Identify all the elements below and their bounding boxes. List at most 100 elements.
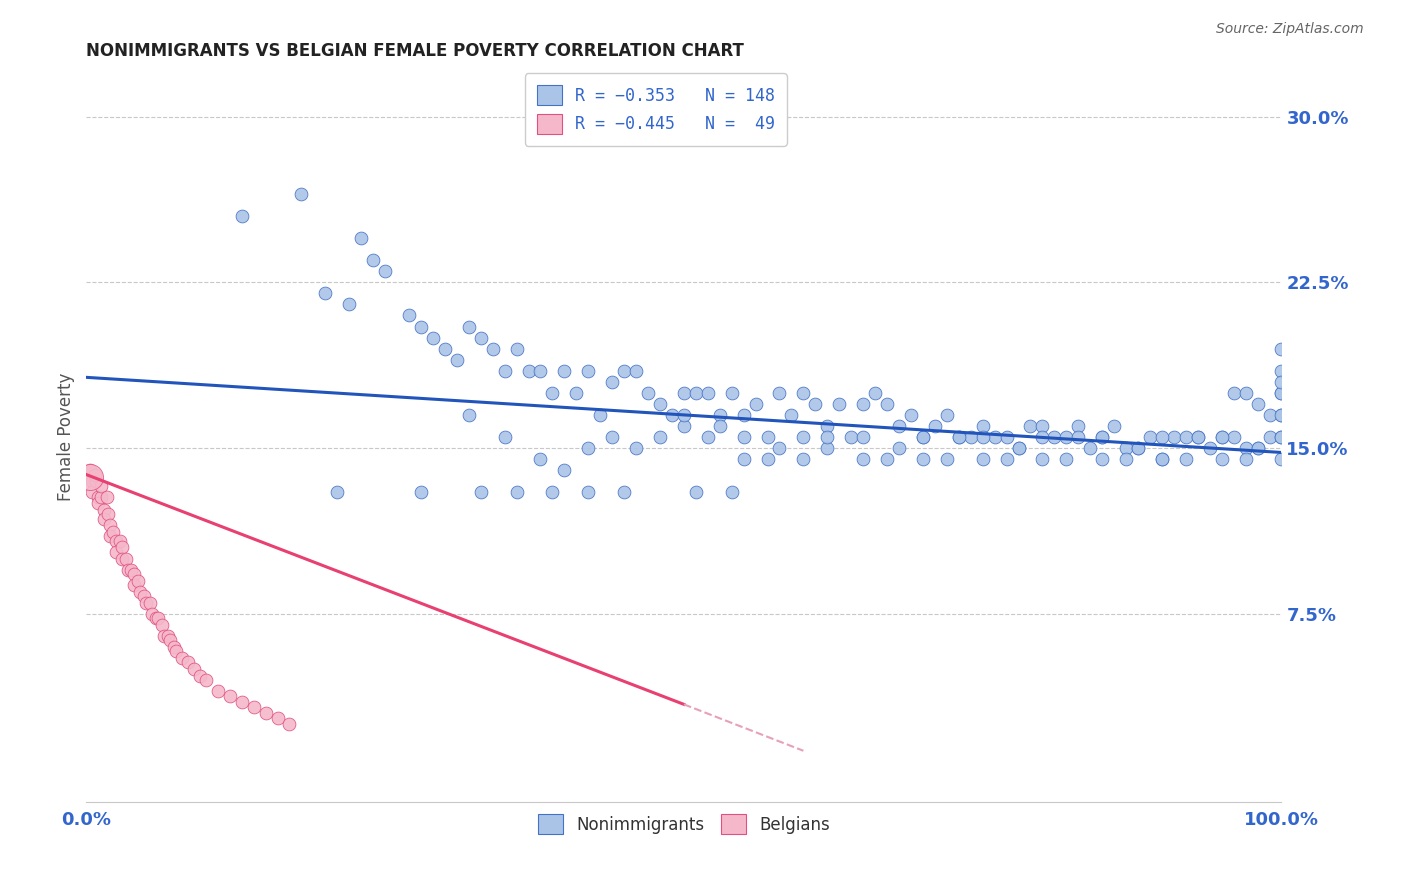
Point bbox=[1246, 441, 1268, 455]
Y-axis label: Female Poverty: Female Poverty bbox=[58, 373, 75, 501]
Point bbox=[138, 596, 160, 610]
Point bbox=[409, 319, 432, 334]
Point bbox=[82, 474, 104, 488]
Point bbox=[1234, 441, 1257, 455]
Point bbox=[96, 490, 118, 504]
Point bbox=[852, 430, 875, 444]
Point bbox=[278, 717, 301, 731]
Point bbox=[1187, 430, 1209, 444]
Point bbox=[1234, 385, 1257, 400]
Point bbox=[101, 524, 124, 539]
Point bbox=[1007, 441, 1029, 455]
Point bbox=[1115, 441, 1137, 455]
Point bbox=[804, 397, 827, 411]
Point bbox=[1054, 452, 1077, 467]
Point bbox=[815, 419, 838, 434]
Point bbox=[576, 364, 599, 378]
Point bbox=[177, 656, 200, 670]
Point bbox=[648, 430, 671, 444]
Point bbox=[613, 364, 636, 378]
Point bbox=[87, 490, 110, 504]
Point bbox=[529, 452, 551, 467]
Point bbox=[120, 563, 142, 577]
Point bbox=[326, 485, 349, 500]
Point bbox=[314, 286, 336, 301]
Point bbox=[337, 297, 360, 311]
Point bbox=[995, 452, 1018, 467]
Point bbox=[1270, 342, 1292, 356]
Point bbox=[1067, 430, 1090, 444]
Point bbox=[792, 452, 814, 467]
Point bbox=[1222, 430, 1244, 444]
Point bbox=[529, 364, 551, 378]
Point bbox=[756, 452, 779, 467]
Point bbox=[959, 430, 981, 444]
Point bbox=[162, 640, 184, 654]
Point bbox=[1031, 430, 1053, 444]
Point bbox=[613, 485, 636, 500]
Point bbox=[231, 695, 253, 709]
Point bbox=[494, 364, 516, 378]
Point bbox=[733, 408, 755, 422]
Point bbox=[79, 463, 101, 477]
Point bbox=[887, 419, 910, 434]
Point bbox=[685, 485, 707, 500]
Point bbox=[135, 596, 157, 610]
Point bbox=[815, 430, 838, 444]
Point bbox=[494, 430, 516, 444]
Point bbox=[1211, 430, 1233, 444]
Point bbox=[114, 551, 136, 566]
Point bbox=[576, 485, 599, 500]
Point bbox=[1174, 430, 1197, 444]
Point bbox=[744, 397, 766, 411]
Point bbox=[1270, 430, 1292, 444]
Point bbox=[876, 397, 898, 411]
Point bbox=[433, 342, 456, 356]
Point bbox=[446, 352, 468, 367]
Point bbox=[93, 503, 115, 517]
Point bbox=[1031, 452, 1053, 467]
Point bbox=[911, 430, 934, 444]
Point bbox=[948, 430, 970, 444]
Point bbox=[1270, 408, 1292, 422]
Point bbox=[1270, 430, 1292, 444]
Point bbox=[127, 574, 149, 588]
Point bbox=[153, 629, 176, 643]
Point bbox=[600, 430, 623, 444]
Point bbox=[1222, 385, 1244, 400]
Point bbox=[111, 541, 134, 555]
Point bbox=[90, 490, 112, 504]
Point bbox=[108, 533, 131, 548]
Point bbox=[1246, 397, 1268, 411]
Point bbox=[553, 364, 575, 378]
Point bbox=[93, 512, 115, 526]
Point bbox=[146, 611, 169, 625]
Text: Source: ZipAtlas.com: Source: ZipAtlas.com bbox=[1216, 22, 1364, 37]
Point bbox=[87, 496, 110, 510]
Point bbox=[1091, 452, 1114, 467]
Point bbox=[672, 385, 695, 400]
Point bbox=[672, 408, 695, 422]
Point bbox=[1078, 441, 1101, 455]
Point bbox=[637, 385, 659, 400]
Point bbox=[83, 467, 105, 482]
Point bbox=[1150, 452, 1173, 467]
Point bbox=[1054, 430, 1077, 444]
Point bbox=[995, 430, 1018, 444]
Point bbox=[565, 385, 588, 400]
Point bbox=[218, 689, 240, 703]
Point bbox=[159, 633, 181, 648]
Point bbox=[720, 485, 742, 500]
Legend: Nonimmigrants, Belgians: Nonimmigrants, Belgians bbox=[527, 804, 839, 845]
Point bbox=[733, 430, 755, 444]
Point bbox=[1091, 430, 1114, 444]
Point bbox=[84, 474, 107, 488]
Point bbox=[935, 408, 957, 422]
Point bbox=[720, 385, 742, 400]
Point bbox=[194, 673, 217, 687]
Point bbox=[576, 441, 599, 455]
Point bbox=[983, 430, 1005, 444]
Point bbox=[122, 578, 145, 592]
Point bbox=[117, 563, 139, 577]
Point bbox=[887, 441, 910, 455]
